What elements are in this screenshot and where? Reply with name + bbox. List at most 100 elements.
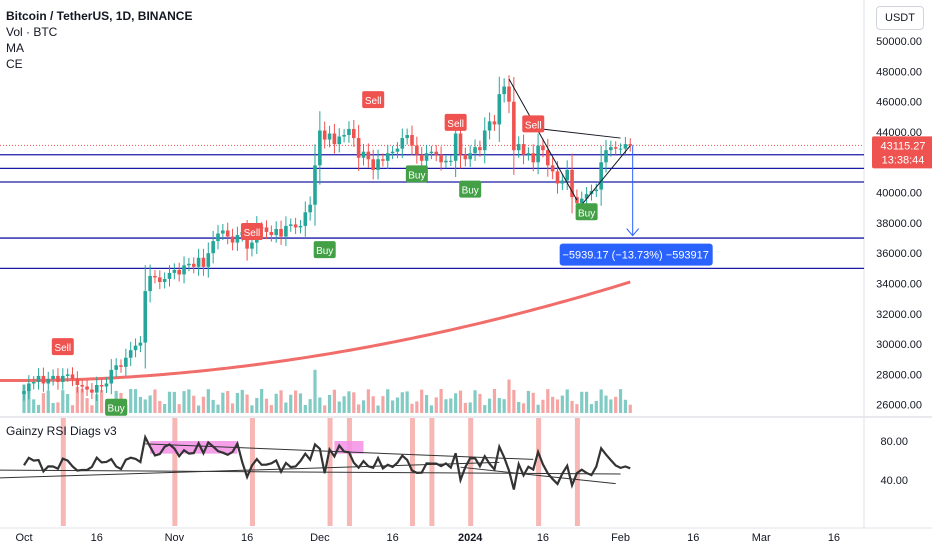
candle-body xyxy=(269,231,274,236)
ma-indicator-label[interactable]: MA xyxy=(6,41,24,55)
volume-bar xyxy=(454,393,458,413)
rsi-indicator-label[interactable]: Gainzy RSI Diags v3 xyxy=(6,424,117,438)
volume-bar xyxy=(182,391,186,413)
candle-body xyxy=(429,151,434,154)
price-tick-label: 48000.00 xyxy=(876,66,922,78)
candle-body xyxy=(618,148,623,150)
currency-selector[interactable]: USDT xyxy=(876,6,924,30)
candle-body xyxy=(410,135,414,146)
signal-label: Sell xyxy=(244,228,261,239)
candle-body xyxy=(124,357,128,367)
volume-bar xyxy=(153,389,157,413)
volume-bar xyxy=(313,369,317,413)
volume-bar xyxy=(400,392,404,413)
signal-label: Buy xyxy=(578,208,595,219)
candle-body xyxy=(274,228,278,236)
volume-bar xyxy=(623,399,627,413)
volume-bar xyxy=(376,405,380,413)
rsi-divergence-bar xyxy=(429,418,435,526)
candle-body xyxy=(187,263,191,266)
volume-bar xyxy=(61,390,65,413)
candle-body xyxy=(288,224,293,226)
volume-bar xyxy=(628,404,632,413)
candle-body xyxy=(478,147,482,151)
candle-body xyxy=(119,365,123,367)
volume-bar xyxy=(235,393,239,413)
time-tick-label: 2024 xyxy=(458,532,483,544)
signal-label: Sell xyxy=(447,119,464,130)
volume-bar xyxy=(206,389,210,413)
candle-body xyxy=(347,128,351,136)
candle-body xyxy=(361,151,366,158)
candle-body xyxy=(419,154,424,161)
volume-bar xyxy=(337,401,341,413)
volume-bar xyxy=(303,404,307,413)
candle-body xyxy=(143,291,148,343)
candle-body xyxy=(75,378,80,386)
last-price-value: 43115.27 xyxy=(880,140,925,152)
volume-bar xyxy=(541,399,545,413)
candle-body xyxy=(245,231,249,249)
candle-body xyxy=(308,204,312,213)
signal-badge xyxy=(313,241,336,259)
candle-body xyxy=(507,86,511,102)
volume-bar xyxy=(405,391,409,413)
volume-bar xyxy=(177,404,181,413)
volume-bar xyxy=(197,405,201,413)
candle-body xyxy=(138,342,143,346)
candle-body xyxy=(473,147,477,154)
candle-body xyxy=(51,375,55,379)
chart-header: Bitcoin / TetherUS, 1D, BINANCE Vol · BT… xyxy=(6,8,192,72)
candle-body xyxy=(109,369,114,384)
volume-bar xyxy=(575,404,579,413)
rsi-tick-label: 40.00 xyxy=(880,475,908,487)
candle-body xyxy=(158,277,162,282)
candle-body xyxy=(177,269,181,275)
volume-bar xyxy=(289,394,293,413)
price-tick-label: 36000.00 xyxy=(876,248,922,260)
signal-label: Sell xyxy=(54,343,71,354)
candle-body xyxy=(27,383,31,392)
candle-body xyxy=(148,275,152,292)
signal-label: Buy xyxy=(108,404,125,415)
ce-indicator-label[interactable]: CE xyxy=(6,57,23,71)
rsi-overbought-fill xyxy=(150,441,238,454)
candle-body xyxy=(216,233,220,242)
candle-body xyxy=(94,385,99,393)
rsi-trend-line xyxy=(145,443,534,460)
volume-bar xyxy=(594,400,598,413)
candle-body xyxy=(400,138,405,149)
volume-bar xyxy=(41,393,45,413)
volume-bar xyxy=(512,389,516,413)
volume-bar xyxy=(226,391,230,413)
candle-body xyxy=(342,135,346,137)
candle-body xyxy=(196,257,201,267)
volume-bar xyxy=(352,392,356,413)
price-tick-label: 28000.00 xyxy=(876,369,922,381)
volume-bar xyxy=(585,391,589,413)
moving-average-line xyxy=(0,280,631,382)
candle-body xyxy=(46,378,51,384)
candle-body xyxy=(594,189,599,192)
rsi-overbought-fill xyxy=(334,441,364,454)
candle-body xyxy=(439,154,443,163)
volume-bar xyxy=(531,392,535,413)
volume-bar xyxy=(250,405,254,413)
volume-indicator-label[interactable]: Vol · BTC xyxy=(6,25,58,39)
volume-bar xyxy=(483,405,487,413)
candle-body xyxy=(90,389,94,393)
candle-body xyxy=(327,133,332,140)
symbol-title[interactable]: Bitcoin / TetherUS, 1D, BINANCE xyxy=(6,9,193,23)
time-tick-label: 16 xyxy=(386,532,398,544)
candle-body xyxy=(487,121,492,131)
rsi-divergence-bar xyxy=(468,418,474,526)
candle-body xyxy=(206,253,211,267)
volume-bar xyxy=(66,393,70,413)
signal-badge xyxy=(51,338,74,356)
candle-body xyxy=(463,154,468,160)
signal-buy: Buy xyxy=(575,203,598,221)
candle-body xyxy=(162,278,167,282)
volume-bar xyxy=(264,398,269,413)
candle-body xyxy=(502,86,506,95)
